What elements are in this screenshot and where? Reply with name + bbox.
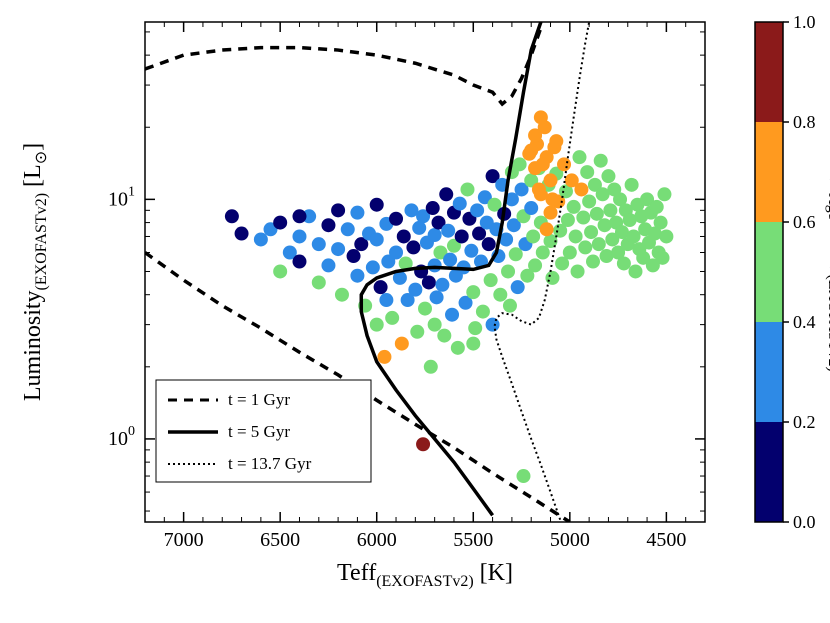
svg-text:6000: 6000: [357, 529, 397, 551]
svg-text:1.0: 1.0: [793, 12, 816, 32]
svg-text:0.4: 0.4: [793, 312, 816, 332]
svg-text:4500: 4500: [646, 529, 686, 551]
svg-text:t = 5 Gyr: t = 5 Gyr: [228, 422, 290, 441]
svg-text:(σAge/Age)(EXOFASTv2): (σAge/Age)(EXOFASTv2): [825, 172, 830, 372]
svg-text:0.0: 0.0: [793, 512, 816, 532]
chart-container: 7000 6500 6000 5500 5000 4500 100 101 Teff(EXOFA…: [0, 0, 830, 623]
svg-text:t = 13.7 Gyr: t = 13.7 Gyr: [228, 454, 312, 473]
svg-text:100: 100: [108, 424, 135, 450]
svg-text:6500: 6500: [260, 529, 300, 551]
svg-text:101: 101: [108, 184, 135, 210]
hr-diagram-chart: 7000 6500 6000 5500 5000 4500 100 101 Teff(EXOFA…: [0, 0, 830, 623]
svg-text:0.6: 0.6: [793, 212, 816, 232]
svg-text:Luminosity(EXOFASTv2) [L⊙]: Luminosity(EXOFASTv2) [L⊙]: [20, 143, 50, 401]
svg-text:Teff(EXOFASTv2) [K]: Teff(EXOFASTv2) [K]: [337, 560, 513, 590]
svg-text:5000: 5000: [550, 529, 590, 551]
svg-text:t = 1 Gyr: t = 1 Gyr: [228, 390, 290, 409]
svg-text:0.8: 0.8: [793, 112, 816, 132]
svg-text:5500: 5500: [453, 529, 493, 551]
svg-text:7000: 7000: [164, 529, 204, 551]
svg-text:0.2: 0.2: [793, 412, 816, 432]
